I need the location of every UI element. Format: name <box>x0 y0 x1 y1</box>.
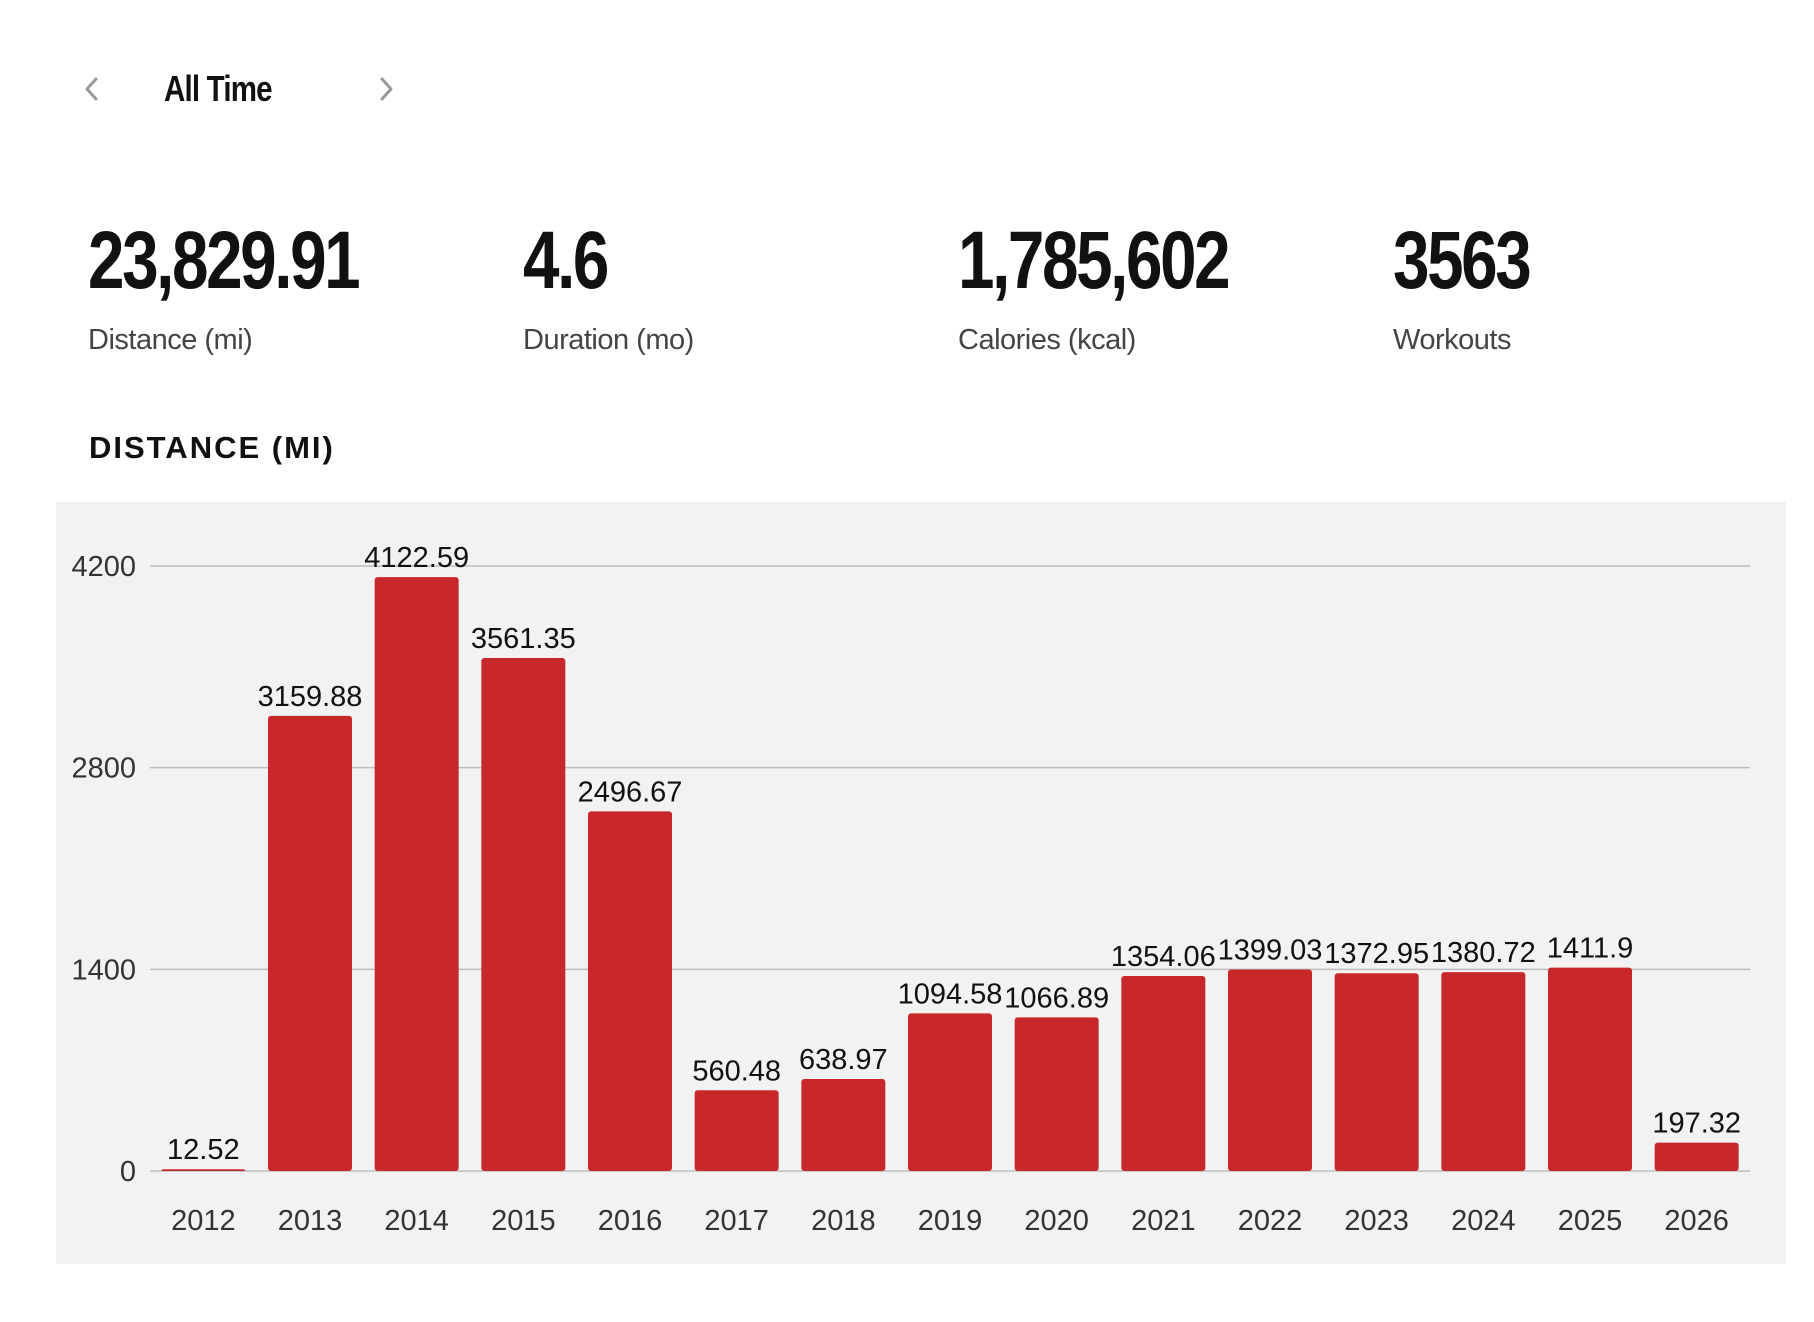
bar <box>1548 967 1632 1171</box>
x-tick-label: 2022 <box>1238 1205 1303 1237</box>
distance-bar-chart: 0 1400 2800 4200 12.52 2012 3159.88 2013 4122.59… <box>56 502 1786 1264</box>
summary-stats: 23,829.91 Distance (mi) 4.6 Duration (mo… <box>88 220 1738 360</box>
data-label: 1094.58 <box>898 978 1003 1010</box>
stat-label: Calories (kcal) <box>958 324 1136 356</box>
x-tick-label: 2024 <box>1451 1205 1516 1237</box>
x-tick-label: 2014 <box>384 1205 449 1237</box>
bar <box>908 1013 992 1171</box>
chevron-right-icon <box>380 77 393 101</box>
bar <box>161 1169 246 1171</box>
data-label: 1411.9 <box>1547 933 1634 965</box>
bar <box>694 1090 779 1171</box>
data-label: 1399.03 <box>1218 934 1323 966</box>
y-tick-label: 4200 <box>71 551 136 583</box>
data-label: 4122.59 <box>364 542 469 574</box>
stat-label: Distance (mi) <box>88 324 253 356</box>
data-label: 1372.95 <box>1324 938 1429 970</box>
data-label: 1066.89 <box>1004 982 1109 1014</box>
x-tick-label: 2018 <box>811 1205 876 1237</box>
data-label: 197.32 <box>1652 1108 1741 1140</box>
x-tick-label: 2020 <box>1024 1205 1089 1237</box>
stat-distance: 23,829.91 Distance (mi) <box>88 220 426 357</box>
bar <box>588 811 672 1171</box>
bar <box>1441 972 1526 1171</box>
data-label: 3561.35 <box>471 623 576 655</box>
stat-label: Duration (mo) <box>523 324 694 356</box>
stat-value: 3563 <box>1393 215 1532 306</box>
bar <box>481 657 566 1171</box>
bar <box>1014 1017 1099 1171</box>
bar <box>1228 969 1312 1171</box>
bar <box>268 715 352 1171</box>
data-label: 560.48 <box>692 1055 781 1087</box>
stat-value: 1,785,602 <box>958 215 1231 306</box>
data-label: 1380.72 <box>1431 937 1536 969</box>
x-tick-label: 2013 <box>278 1205 343 1237</box>
x-tick-label: 2021 <box>1131 1205 1196 1237</box>
data-label: 3159.88 <box>258 681 363 713</box>
data-label: 12.52 <box>167 1134 240 1166</box>
x-tick-label: 2026 <box>1664 1205 1729 1237</box>
x-tick-label: 2015 <box>491 1205 556 1237</box>
bar <box>1654 1142 1739 1171</box>
previous-period-button[interactable] <box>72 69 112 109</box>
data-label: 638.97 <box>799 1044 888 1076</box>
period-label: All Time <box>164 68 273 109</box>
stat-duration: 4.6 Duration (mo) <box>523 220 694 357</box>
data-label: 2496.67 <box>578 776 683 808</box>
x-tick-label: 2025 <box>1558 1205 1623 1237</box>
period-navigator: All Time <box>72 64 406 114</box>
x-tick-label: 2012 <box>171 1205 236 1237</box>
bar <box>374 577 459 1171</box>
bar <box>1121 975 1206 1171</box>
x-tick-label: 2016 <box>598 1205 663 1237</box>
chart-canvas: 0 1400 2800 4200 12.52 2012 3159.88 2013 4122.59… <box>71 542 1750 1237</box>
x-tick-label: 2023 <box>1344 1205 1409 1237</box>
bar <box>801 1078 886 1171</box>
chevron-left-icon <box>85 77 98 101</box>
x-tick-label: 2017 <box>704 1205 769 1237</box>
y-tick-label: 2800 <box>71 753 136 785</box>
stat-calories: 1,785,602 Calories (kcal) <box>958 220 1296 357</box>
y-tick-label: 1400 <box>71 954 136 986</box>
x-tick-label: 2019 <box>918 1205 983 1237</box>
stat-value: 4.6 <box>523 215 609 306</box>
stat-workouts: 3563 Workouts <box>1393 220 1563 357</box>
next-period-button[interactable] <box>366 69 406 109</box>
y-tick-label: 0 <box>120 1156 136 1188</box>
data-label: 1354.06 <box>1111 941 1216 973</box>
chart-title: DISTANCE (MI) <box>89 430 335 465</box>
stat-label: Workouts <box>1393 324 1511 356</box>
stat-value: 23,829.91 <box>88 215 361 306</box>
bar <box>1334 973 1419 1171</box>
